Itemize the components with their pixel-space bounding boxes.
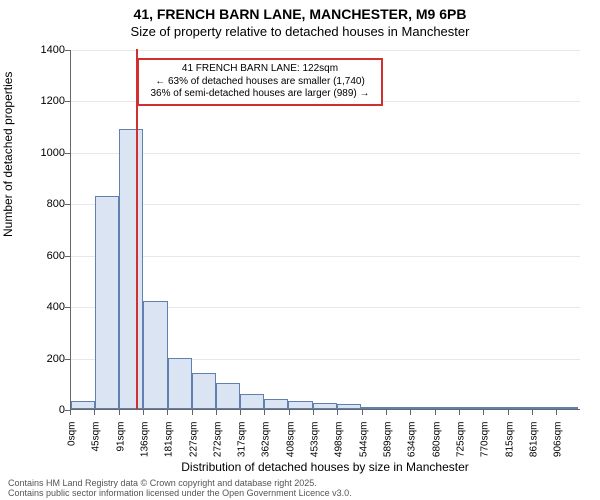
x-tick-label: 725sqm [456,422,467,472]
annotation-line-3: 36% of semi-detached houses are larger (… [145,88,375,101]
y-tick-mark [65,256,70,257]
x-tick-mark [289,410,290,415]
y-tick-label: 1400 [25,44,65,56]
histogram-bar [168,358,192,409]
histogram-bar [385,407,409,409]
histogram-bar [530,407,554,409]
histogram-bar [337,404,361,409]
histogram-bar [71,401,95,409]
x-tick-mark [192,410,193,415]
histogram-bar [433,407,457,409]
x-tick-label: 634sqm [407,422,418,472]
footer-line-1: Contains HM Land Registry data © Crown c… [8,478,352,488]
x-tick-label: 272sqm [213,422,224,472]
y-tick-label: 1000 [25,147,65,159]
x-tick-mark [532,410,533,415]
histogram-bar [288,401,312,409]
histogram-bar [409,407,433,409]
x-tick-mark [167,410,168,415]
y-tick-mark [65,204,70,205]
x-tick-label: 498sqm [334,422,345,472]
x-tick-mark [508,410,509,415]
histogram-bar [506,407,530,409]
y-tick-mark [65,101,70,102]
y-tick-label: 600 [25,250,65,262]
histogram-bar [361,407,385,409]
x-tick-label: 136sqm [140,422,151,472]
x-tick-mark [313,410,314,415]
x-tick-mark [556,410,557,415]
x-tick-mark [264,410,265,415]
y-tick-label: 200 [25,353,65,365]
histogram-bar [119,129,143,409]
footer-attribution: Contains HM Land Registry data © Crown c… [8,478,352,499]
x-tick-mark [386,410,387,415]
histogram-bar [554,407,578,409]
x-tick-label: 362sqm [261,422,272,472]
histogram-bar [192,373,216,409]
gridline [71,50,580,51]
x-tick-mark [459,410,460,415]
x-tick-label: 181sqm [164,422,175,472]
y-axis-label: Number of detached properties [1,72,15,237]
x-tick-mark [483,410,484,415]
histogram-bar [264,399,288,409]
annotation-line-2: ← 63% of detached houses are smaller (1,… [145,76,375,89]
x-tick-label: 861sqm [529,422,540,472]
y-tick-label: 800 [25,198,65,210]
x-tick-label: 0sqm [67,422,78,472]
histogram-bar [458,407,482,409]
x-tick-label: 815sqm [504,422,515,472]
x-tick-mark [435,410,436,415]
x-tick-mark [94,410,95,415]
y-tick-mark [65,153,70,154]
x-tick-label: 227sqm [188,422,199,472]
y-tick-label: 0 [25,404,65,416]
gridline [71,153,580,154]
histogram-bar [240,394,264,409]
x-tick-label: 680sqm [432,422,443,472]
x-tick-mark [362,410,363,415]
x-tick-mark [119,410,120,415]
histogram-bar [216,383,240,409]
marker-annotation: 41 FRENCH BARN LANE: 122sqm ← 63% of det… [137,58,383,106]
x-tick-mark [410,410,411,415]
y-tick-mark [65,50,70,51]
histogram-bar [482,407,506,409]
y-tick-mark [65,359,70,360]
x-tick-mark [143,410,144,415]
chart-title: 41, FRENCH BARN LANE, MANCHESTER, M9 6PB [0,6,600,22]
x-tick-label: 453sqm [310,422,321,472]
y-tick-label: 1200 [25,95,65,107]
x-tick-label: 91sqm [115,422,126,472]
x-tick-label: 770sqm [480,422,491,472]
x-tick-label: 317sqm [237,422,248,472]
x-tick-label: 589sqm [383,422,394,472]
x-tick-label: 906sqm [553,422,564,472]
chart-subtitle: Size of property relative to detached ho… [0,24,600,39]
x-tick-label: 45sqm [91,422,102,472]
property-size-chart: 41, FRENCH BARN LANE, MANCHESTER, M9 6PB… [0,0,600,500]
x-tick-label: 408sqm [286,422,297,472]
histogram-bar [313,403,337,409]
footer-line-2: Contains public sector information licen… [8,488,352,498]
y-tick-label: 400 [25,301,65,313]
x-tick-mark [337,410,338,415]
annotation-line-1: 41 FRENCH BARN LANE: 122sqm [145,63,375,76]
gridline [71,256,580,257]
y-tick-mark [65,307,70,308]
x-tick-label: 544sqm [359,422,370,472]
histogram-bar [143,301,167,409]
x-tick-mark [70,410,71,415]
histogram-bar [95,196,119,409]
x-tick-mark [240,410,241,415]
gridline [71,204,580,205]
x-tick-mark [216,410,217,415]
